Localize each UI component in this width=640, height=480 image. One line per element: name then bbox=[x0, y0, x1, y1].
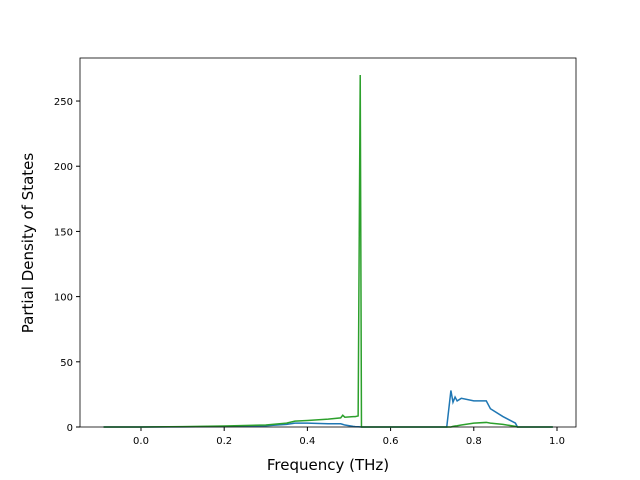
x-tick-label: 0.2 bbox=[216, 436, 232, 447]
x-tick-label: 0.0 bbox=[133, 436, 149, 447]
y-tick-label: 250 bbox=[54, 97, 73, 108]
y-tick-label: 50 bbox=[60, 358, 73, 369]
y-tick-label: 0 bbox=[67, 423, 73, 434]
y-axis-label: Partial Density of States bbox=[19, 153, 37, 334]
plot-frame bbox=[79, 57, 577, 428]
x-tick-label: 0.8 bbox=[466, 436, 482, 447]
series-line bbox=[103, 74, 553, 428]
y-tick-label: 150 bbox=[54, 227, 73, 238]
y-tick-label: 100 bbox=[54, 293, 73, 304]
x-tick-label: 0.4 bbox=[299, 436, 315, 447]
x-tick-label: 0.6 bbox=[383, 436, 399, 447]
x-axis-label: Frequency (THz) bbox=[267, 456, 389, 474]
series-line bbox=[103, 390, 553, 428]
y-tick-label: 200 bbox=[54, 162, 73, 173]
x-tick-label: 1.0 bbox=[549, 436, 565, 447]
